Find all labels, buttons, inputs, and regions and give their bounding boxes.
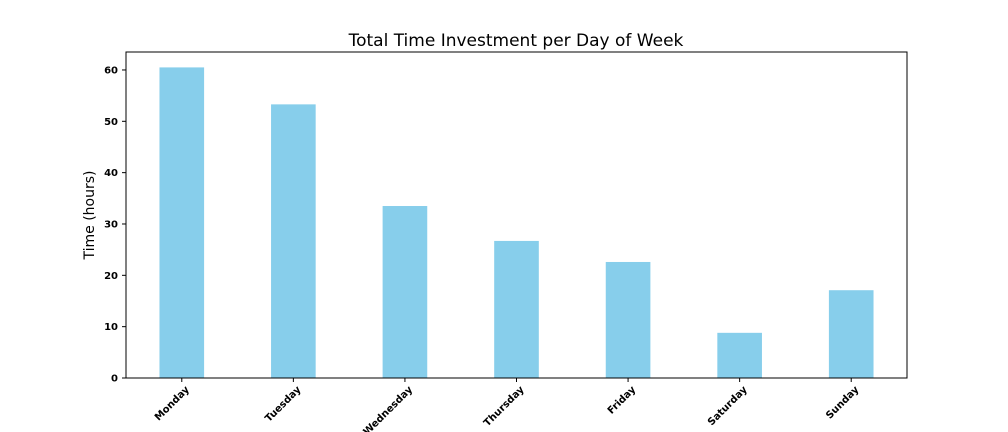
y-tick-label: 30 (104, 219, 118, 230)
y-tick-label: 10 (104, 322, 118, 333)
plot-frame (125, 51, 908, 379)
bar-sunday (828, 290, 874, 378)
y-axis-label: Time (hours) (82, 171, 98, 261)
y-tick-label: 50 (104, 117, 118, 128)
bar-wednesday (382, 206, 428, 378)
bar-tuesday (271, 104, 316, 378)
bar-monday (159, 67, 205, 378)
y-tick-label: 20 (104, 271, 118, 282)
bar-thursday (494, 240, 539, 378)
y-tick-label: 60 (104, 65, 118, 76)
y-tick-label: 40 (104, 168, 118, 179)
y-tick-label: 0 (111, 374, 118, 385)
x-tick-label: Sunday (824, 384, 862, 422)
x-tick-label: Thursday (482, 384, 527, 429)
x-tick-label: Friday (606, 384, 639, 417)
chart-title: Total Time Investment per Day of Week (348, 31, 684, 51)
x-tick-label: Wednesday (362, 384, 416, 432)
bar-friday (605, 261, 651, 378)
x-ticks-group: Monday Tuesday Wednesday Thursday Friday Satu… (153, 378, 862, 432)
bar-saturday (717, 332, 762, 378)
y-ticks-group: 0 10 20 30 40 50 60 (104, 65, 126, 385)
x-tick-label: Saturday (706, 384, 750, 428)
x-tick-label: Tuesday (263, 384, 303, 424)
x-tick-label: Monday (153, 384, 192, 423)
bars-group (159, 67, 874, 378)
